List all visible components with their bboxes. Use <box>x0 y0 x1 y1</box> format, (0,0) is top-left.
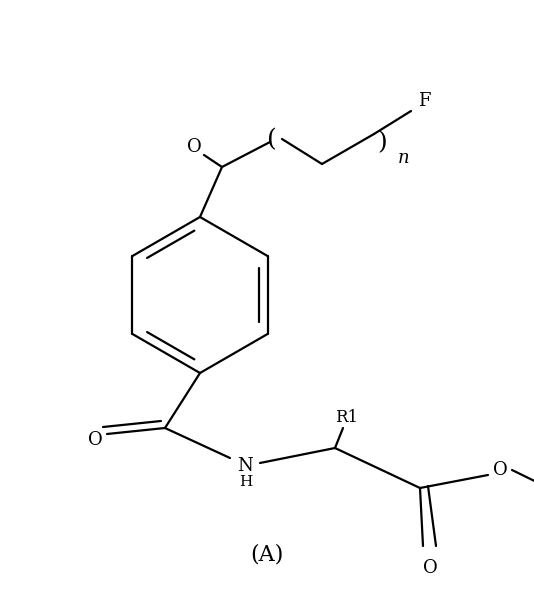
Text: F: F <box>418 92 430 110</box>
Text: R1: R1 <box>335 409 358 427</box>
Text: O: O <box>186 138 201 156</box>
Text: N: N <box>237 457 253 475</box>
Text: (A): (A) <box>250 544 284 566</box>
Text: O: O <box>88 431 103 449</box>
Text: O: O <box>422 559 437 577</box>
Text: O: O <box>493 461 507 479</box>
Text: n: n <box>398 149 410 167</box>
Text: H: H <box>239 475 253 489</box>
Text: ): ) <box>377 131 387 154</box>
Text: (: ( <box>267 128 277 151</box>
